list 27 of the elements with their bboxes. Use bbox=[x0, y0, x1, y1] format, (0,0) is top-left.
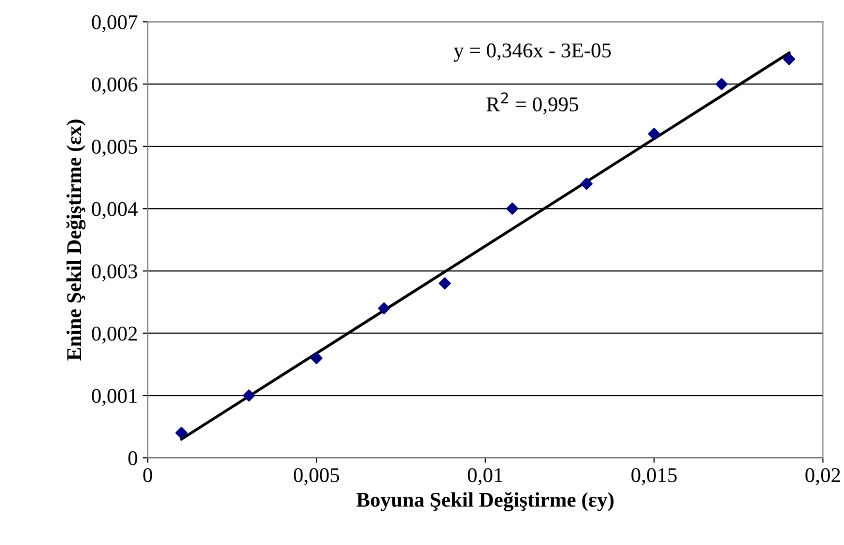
point bbox=[783, 53, 796, 66]
point bbox=[175, 426, 188, 439]
point bbox=[580, 178, 593, 190]
point bbox=[242, 389, 256, 402]
point bbox=[716, 78, 728, 90]
x-tick-label: 0,015 bbox=[631, 468, 677, 486]
y-tick-label: 0,003 bbox=[92, 264, 138, 282]
annotation: y = 0,346x - 3E-05 bbox=[454, 43, 611, 62]
y-axis-title: Enine Şekil Değiştirme (εx) bbox=[66, 120, 86, 360]
y-tick-label: 0 bbox=[128, 451, 138, 466]
y-tick-label: 0,002 bbox=[92, 326, 137, 344]
x-tick-label: 0,02 bbox=[805, 468, 840, 486]
y-tick-label: 0,006 bbox=[92, 77, 138, 95]
x-axis-title: Boyuna Şekil Değiştirme (εy) bbox=[356, 492, 614, 512]
point bbox=[310, 352, 323, 364]
annotation: R$^{2}$ = 0,995 bbox=[486, 92, 578, 114]
x-tick-label: 0,005 bbox=[294, 468, 340, 486]
x-tick-label: 0 bbox=[143, 468, 152, 482]
point bbox=[506, 202, 518, 215]
y-tick-label: 0,005 bbox=[92, 140, 138, 157]
y-tick-label: 0,004 bbox=[92, 202, 138, 220]
point bbox=[378, 302, 390, 314]
x-tick-label: 0,01 bbox=[468, 468, 502, 486]
y-tick-label: 0,001 bbox=[92, 388, 137, 406]
point bbox=[438, 277, 451, 290]
y-tick-label: 0,007 bbox=[92, 15, 138, 32]
point bbox=[648, 128, 660, 140]
